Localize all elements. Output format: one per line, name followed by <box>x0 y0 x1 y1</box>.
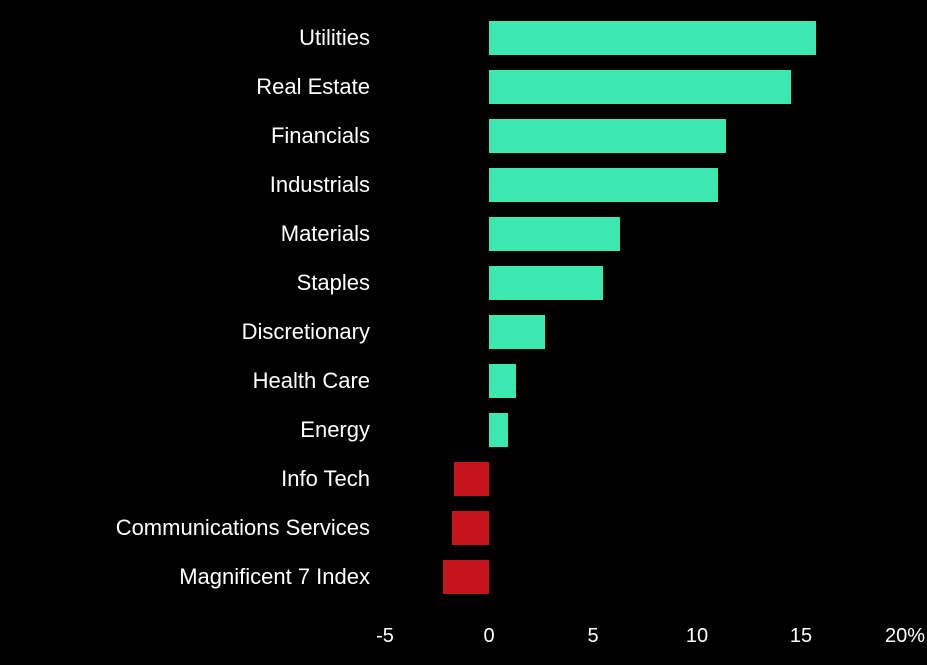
x-axis-tick-label: 10 <box>686 625 708 648</box>
bar <box>489 266 603 300</box>
bar <box>443 560 489 594</box>
category-label: Discretionary <box>10 319 370 345</box>
category-label: Utilities <box>10 25 370 51</box>
bar <box>489 21 816 55</box>
bar <box>489 364 516 398</box>
sector-performance-bar-chart: Utilities Real Estate Financials Industrial… <box>0 0 927 665</box>
x-axis-tick-label: 15 <box>790 625 812 648</box>
bar <box>452 511 489 545</box>
bar <box>489 315 545 349</box>
category-label: Energy <box>10 417 370 443</box>
category-label: Health Care <box>10 368 370 394</box>
bar <box>489 119 726 153</box>
category-label: Financials <box>10 123 370 149</box>
category-label: Staples <box>10 270 370 296</box>
bar <box>489 413 508 447</box>
category-label: Magnificent 7 Index <box>10 564 370 590</box>
bar <box>489 70 791 104</box>
category-label: Communications Services <box>10 515 370 541</box>
category-label: Info Tech <box>10 466 370 492</box>
category-label: Real Estate <box>10 74 370 100</box>
x-axis-tick-label: 20% <box>885 625 925 648</box>
category-label: Materials <box>10 221 370 247</box>
bar <box>489 168 718 202</box>
x-axis-tick-label: 5 <box>587 625 598 648</box>
bar <box>489 217 620 251</box>
x-axis-tick-label: 0 <box>483 625 494 648</box>
bar <box>454 462 489 496</box>
x-axis-tick-label: -5 <box>376 625 394 648</box>
category-label: Industrials <box>10 172 370 198</box>
